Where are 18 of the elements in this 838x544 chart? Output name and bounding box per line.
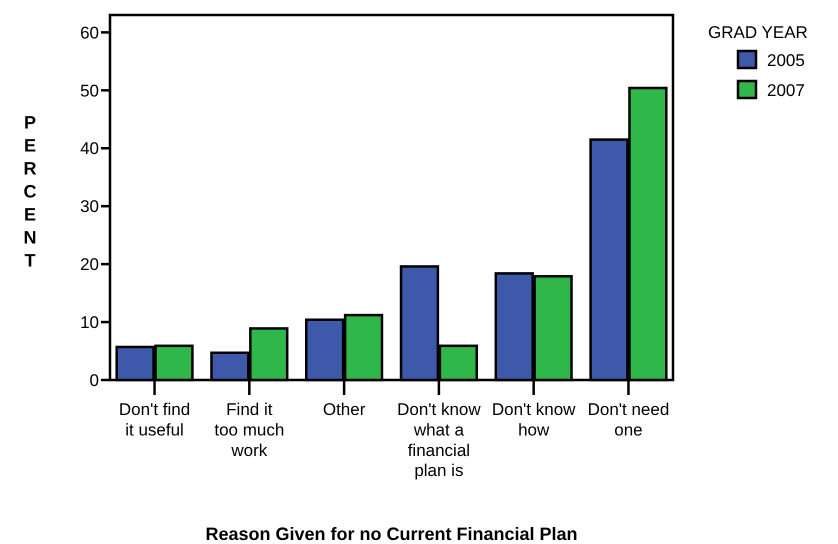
x-tick-label: Don't find it useful	[118, 400, 190, 440]
y-tick-label: 60	[80, 23, 99, 42]
legend-label: 2005	[767, 50, 805, 70]
y-tick-label: 40	[80, 139, 99, 158]
legend-label: 2007	[767, 80, 805, 100]
y-tick-label: 0	[90, 370, 99, 390]
y-tick-label: 50	[80, 81, 99, 100]
x-tick-label: Don't know how	[492, 400, 576, 440]
x-tick-label: Don't know what a financial plan is	[397, 400, 482, 480]
y-tick-label: 20	[80, 255, 99, 274]
x-tick-label: Find it too much work	[214, 400, 284, 460]
y-axis-title: PERCENT	[24, 112, 36, 270]
x-axis-title: Reason Given for no Current Financial Plan	[205, 524, 578, 544]
y-tick-label: 30	[80, 197, 99, 216]
y-tick-label: 10	[80, 313, 99, 332]
x-tick-label: Don't need one	[588, 400, 670, 440]
x-tick-label: Other	[322, 400, 366, 419]
legend-title: GRAD YEAR	[708, 23, 808, 42]
